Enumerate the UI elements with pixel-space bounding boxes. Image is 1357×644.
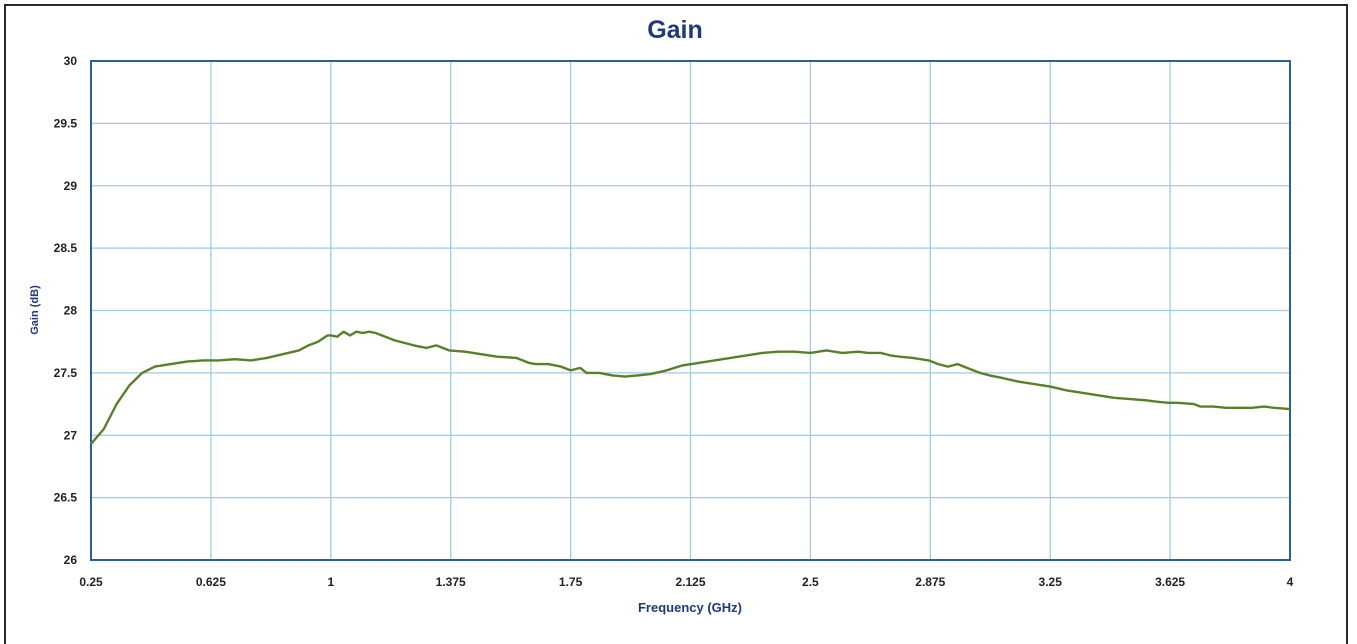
chart-title: Gain [647,16,703,44]
y-axis-ticks: 26 26.5 27 27.5 28 28.5 29 29.5 30 [54,54,78,567]
y-axis-title: Gain (dB) [29,285,41,335]
x-tick-label: 1.375 [436,575,466,589]
chart-frame [4,4,1348,644]
y-tick-label: 28 [64,304,78,318]
x-tick-label: 2.5 [802,575,819,589]
y-tick-label: 28.5 [54,241,78,255]
y-tick-label: 30 [64,54,78,68]
x-axis-title: Frequency (GHz) [638,600,742,615]
y-tick-label: 26 [64,553,78,567]
plot-area-border [90,60,1291,561]
x-tick-label: 2.875 [915,575,945,589]
gain-series-line [90,330,1291,445]
gain-chart: Gain 26 26.5 27 27.5 28 28.5 29 29.5 30 0.25 0.62… [29,16,1294,615]
x-axis-ticks: 0.25 0.625 1 1.375 1.75 2.125 2.5 2.875 3.25 3.62… [79,575,1293,589]
y-tick-label: 27 [64,428,78,442]
x-tick-label: 3.25 [1039,575,1063,589]
x-tick-label: 1.75 [559,575,583,589]
x-tick-label: 3.625 [1155,575,1185,589]
y-tick-label: 29.5 [54,116,78,130]
x-tick-label: 0.625 [196,575,226,589]
y-tick-label: 27.5 [54,366,78,380]
x-tick-label: 0.25 [79,575,103,589]
y-tick-label: 29 [64,179,78,193]
x-tick-label: 4 [1287,575,1294,589]
grid-lines [90,60,1291,561]
y-tick-label: 26.5 [54,491,78,505]
x-tick-label: 2.125 [675,575,705,589]
x-tick-label: 1 [327,575,334,589]
